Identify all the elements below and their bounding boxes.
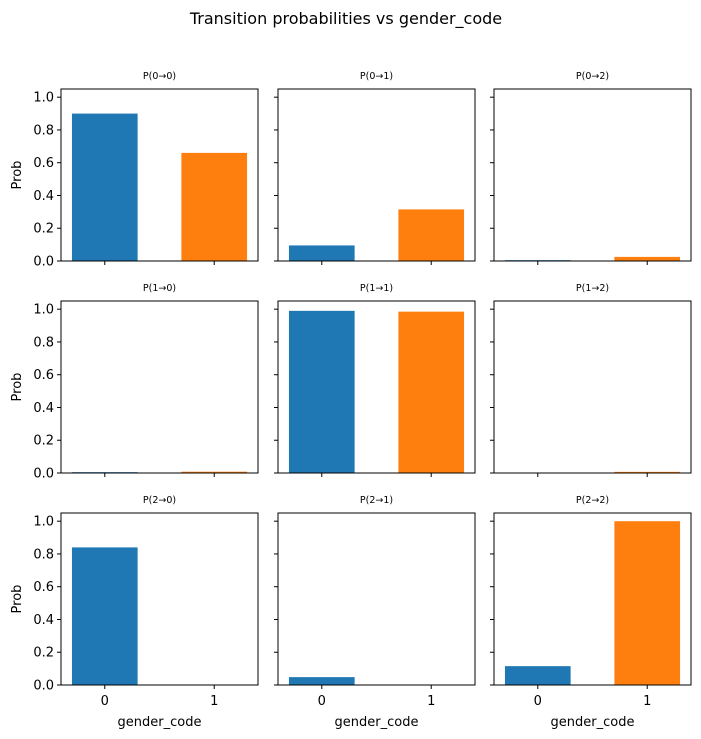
y-tick-label: 0.4 bbox=[33, 613, 54, 628]
bar-gender-1 bbox=[614, 521, 681, 685]
y-tick-label: 0.6 bbox=[33, 368, 54, 383]
subplot: P(2→0) 0.0 0.2 0.4 0.6 0.8 1.0 0 1 Prob gender_cod… bbox=[10, 495, 259, 730]
y-tick-label: 0.4 bbox=[33, 189, 54, 204]
x-tick-label: 1 bbox=[210, 694, 218, 709]
subplot-title: P(0→1) bbox=[360, 71, 393, 82]
subplot: P(0→1) bbox=[274, 71, 476, 265]
axes-frame bbox=[493, 300, 692, 474]
y-tick-label: 0.0 bbox=[33, 679, 54, 694]
subplot: P(0→0) 0.0 0.2 0.4 0.6 0.8 1.0 Prob bbox=[10, 71, 259, 270]
subplot-title: P(1→0) bbox=[143, 283, 176, 294]
y-tick-label: 0.6 bbox=[33, 580, 54, 595]
y-tick-label: 0.8 bbox=[33, 123, 54, 138]
subplot-title: P(0→0) bbox=[143, 71, 176, 82]
subplot-title: P(2→1) bbox=[360, 495, 393, 506]
x-tick-label: 0 bbox=[318, 694, 326, 709]
subplot: P(2→1) 0 1 gender_code bbox=[274, 495, 476, 730]
bar-gender-0 bbox=[288, 245, 355, 261]
subplot: P(1→0) 0.0 0.2 0.4 0.6 0.8 1.0 Prob bbox=[10, 283, 259, 482]
y-tick-label: 1.0 bbox=[33, 515, 54, 530]
bar-gender-1 bbox=[614, 256, 681, 261]
bar-gender-0 bbox=[71, 547, 138, 685]
x-axis-label: gender_code bbox=[335, 715, 419, 730]
bar-gender-0 bbox=[71, 113, 138, 261]
bar-gender-1 bbox=[398, 311, 465, 473]
y-tick-label: 0.2 bbox=[33, 222, 54, 237]
x-axis-label: gender_code bbox=[551, 715, 635, 730]
axes-frame bbox=[60, 88, 259, 262]
y-axis-label: Prob bbox=[10, 585, 25, 614]
x-axis-label: gender_code bbox=[118, 715, 202, 730]
panel-grid: P(0→0) 0.0 0.2 0.4 0.6 0.8 1.0 Prob P(0→1) P(0→2)… bbox=[10, 71, 692, 730]
x-tick-label: 1 bbox=[643, 694, 651, 709]
axes-frame bbox=[60, 512, 259, 686]
y-tick-label: 0.8 bbox=[33, 335, 54, 350]
bar-gender-1 bbox=[181, 471, 248, 473]
y-tick-label: 0.4 bbox=[33, 401, 54, 416]
subplot: P(1→2) bbox=[490, 283, 692, 477]
subplot-title: P(2→0) bbox=[143, 495, 176, 506]
y-tick-label: 0.8 bbox=[33, 547, 54, 562]
bar-gender-1 bbox=[181, 152, 248, 261]
y-tick-label: 0.6 bbox=[33, 156, 54, 171]
bar-gender-1 bbox=[398, 209, 465, 261]
subplot-title: P(2→2) bbox=[576, 495, 609, 506]
bar-gender-0 bbox=[504, 666, 571, 685]
axes-frame bbox=[493, 512, 692, 686]
subplot: P(0→2) bbox=[490, 71, 692, 265]
subplot-title: P(0→2) bbox=[576, 71, 609, 82]
y-axis-label: Prob bbox=[10, 161, 25, 190]
subplot: P(1→1) bbox=[274, 283, 476, 477]
subplot-title: P(1→2) bbox=[576, 283, 609, 294]
subplot-title: P(1→1) bbox=[360, 283, 393, 294]
y-axis-label: Prob bbox=[10, 373, 25, 402]
y-tick-label: 0.2 bbox=[33, 646, 54, 661]
axes-frame bbox=[277, 512, 476, 686]
axes-frame bbox=[493, 88, 692, 262]
bar-gender-0 bbox=[288, 677, 355, 685]
axes-frame bbox=[277, 300, 476, 474]
bar-gender-0 bbox=[288, 310, 355, 473]
subplot: P(2→2) 0 1 gender_code bbox=[490, 495, 692, 730]
figure-title: Transition probabilities vs gender_code bbox=[189, 9, 502, 29]
bar-gender-1 bbox=[614, 471, 681, 473]
x-tick-label: 1 bbox=[427, 694, 435, 709]
y-tick-label: 0.0 bbox=[33, 467, 54, 482]
x-tick-label: 0 bbox=[534, 694, 542, 709]
axes-frame bbox=[60, 300, 259, 474]
y-tick-label: 1.0 bbox=[33, 303, 54, 318]
y-tick-label: 0.0 bbox=[33, 255, 54, 270]
axes-frame bbox=[277, 88, 476, 262]
y-tick-label: 1.0 bbox=[33, 91, 54, 106]
x-tick-label: 0 bbox=[101, 694, 109, 709]
y-tick-label: 0.2 bbox=[33, 434, 54, 449]
